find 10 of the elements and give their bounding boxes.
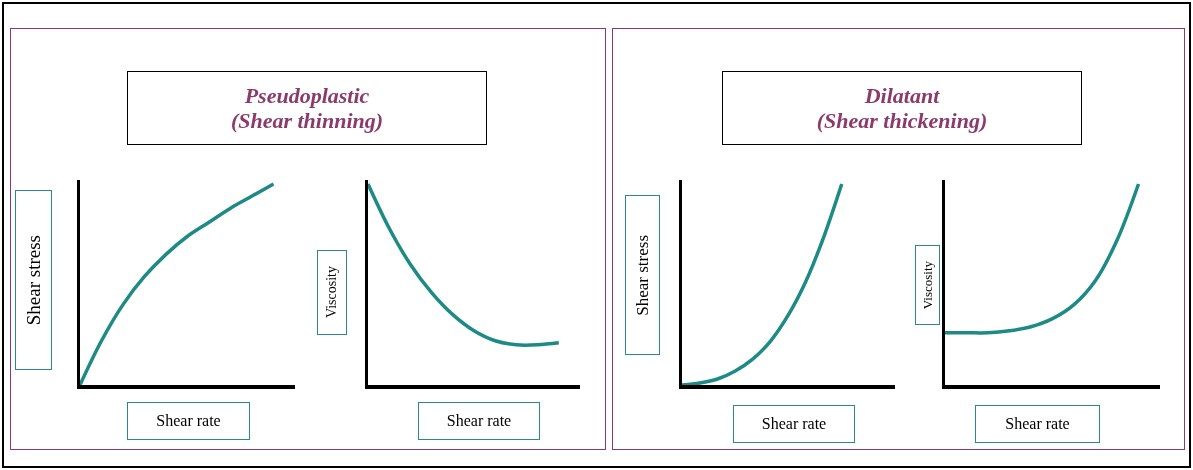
chart-title: Pseudoplastic (Shear thinning) (127, 71, 487, 145)
chart-title: Dilatant (Shear thickening) (722, 71, 1082, 145)
y-axis-title: Shear stress (22, 234, 45, 326)
x-axis-title: Shear rate (127, 402, 250, 440)
y-axis-title: Shear stress (632, 234, 653, 316)
x-axis-title: Shear rate (975, 405, 1100, 443)
x-axis-title: Shear rate (418, 402, 540, 440)
y-axis-title: Viscosity (324, 266, 340, 319)
y-axis-title: Viscosity (919, 260, 936, 310)
x-axis-title: Shear rate (733, 405, 855, 443)
